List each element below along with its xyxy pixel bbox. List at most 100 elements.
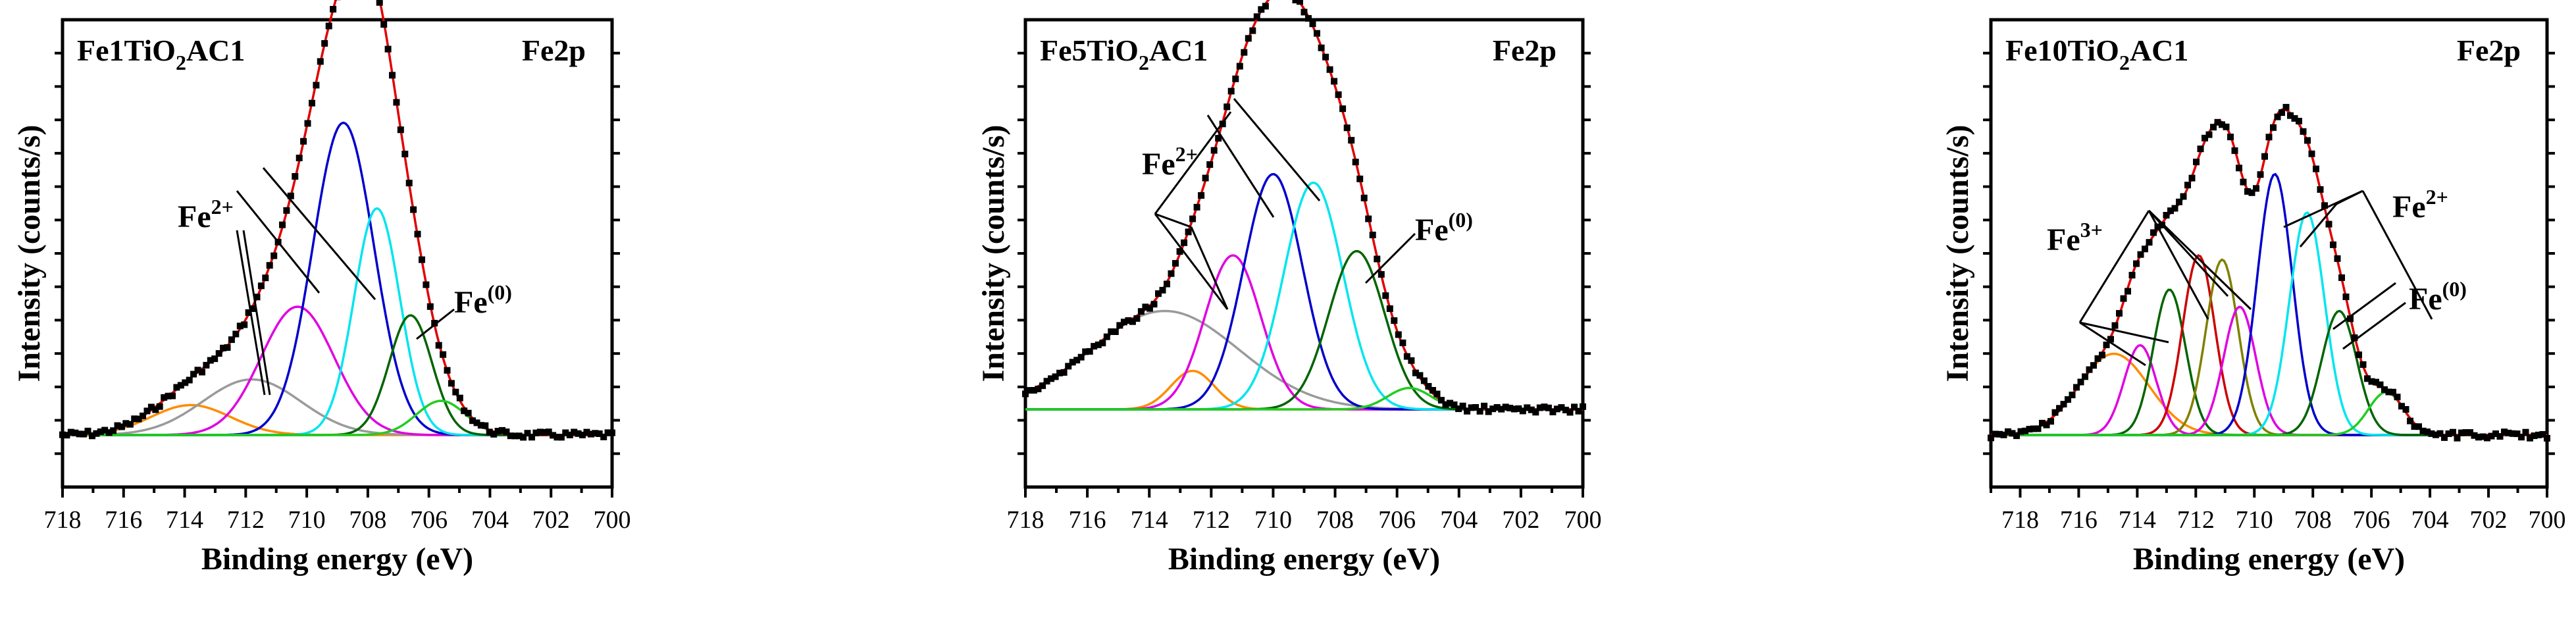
annotation-label: Fe(0) <box>2409 277 2467 317</box>
data-point <box>1360 194 1368 201</box>
data-point <box>1035 386 1042 392</box>
data-point <box>507 432 514 440</box>
data-point <box>562 429 569 436</box>
data-point <box>499 426 505 434</box>
data-point <box>72 429 79 436</box>
data-point <box>1099 340 1106 347</box>
data-point <box>1253 13 1260 20</box>
annotation-charge: 2+ <box>2426 185 2448 209</box>
data-point <box>2544 434 2550 442</box>
data-point <box>2009 430 2016 437</box>
data-point <box>1210 147 1218 154</box>
data-point <box>1545 404 1552 411</box>
data-point <box>161 394 168 401</box>
data-point <box>2244 188 2251 195</box>
data-point <box>1095 341 1102 348</box>
data-point <box>2291 115 2298 122</box>
title-main: Fe5TiO <box>1040 34 1139 67</box>
data-point <box>426 303 434 310</box>
data-point <box>1481 402 1488 409</box>
annotation-leader-line <box>242 230 271 396</box>
x-tick-label: 718 <box>44 506 82 534</box>
data-point <box>2013 432 2020 440</box>
data-point <box>452 388 459 396</box>
x-tick-label: 712 <box>227 506 265 534</box>
data-point <box>2034 425 2042 432</box>
data-point <box>2030 425 2037 432</box>
data-point <box>1116 322 1123 329</box>
data-point <box>1536 404 1543 411</box>
x-tick-label: 700 <box>1564 506 1602 534</box>
data-point <box>1112 328 1119 335</box>
data-point <box>1992 430 1999 438</box>
data-point <box>579 431 586 438</box>
data-point <box>2205 131 2213 138</box>
data-point <box>2535 431 2542 438</box>
annotation-ion: Fe <box>2047 222 2080 257</box>
data-point <box>84 427 91 434</box>
data-point <box>211 355 219 363</box>
x-tick-label: 704 <box>1440 506 1478 534</box>
data-point <box>1026 387 1033 394</box>
data-point <box>2065 396 2071 403</box>
data-point <box>2210 124 2217 131</box>
data-point <box>1365 215 1372 222</box>
data-point <box>2518 434 2525 441</box>
data-point <box>2373 378 2379 386</box>
data-point <box>1420 377 1428 384</box>
annotation-leader-line <box>1154 213 1229 310</box>
data-point <box>1566 409 1574 416</box>
region-label: Fe2p <box>2457 34 2521 67</box>
data-point <box>2462 429 2469 436</box>
data-point <box>2120 295 2127 302</box>
data-point <box>405 180 413 187</box>
data-point <box>118 423 125 430</box>
data-point <box>1137 308 1145 315</box>
data-point <box>2279 109 2285 116</box>
data-point <box>207 357 214 364</box>
data-point <box>2176 198 2182 205</box>
data-point <box>1202 174 1209 182</box>
annotation-leader-line <box>2078 210 2150 323</box>
data-point <box>477 422 484 429</box>
title-main: Fe1TiO <box>77 34 176 67</box>
data-point <box>2171 205 2178 212</box>
data-point <box>2180 193 2187 200</box>
data-point <box>1524 404 1531 411</box>
data-point <box>1476 407 1483 415</box>
data-point <box>2073 384 2080 391</box>
x-tick-label: 708 <box>2294 506 2332 534</box>
data-point <box>165 392 172 399</box>
data-point <box>2056 405 2063 412</box>
data-point <box>1343 124 1351 132</box>
data-point <box>2099 351 2105 359</box>
x-tick-label: 704 <box>2411 506 2449 534</box>
data-point <box>1185 228 1192 236</box>
data-point <box>122 420 130 427</box>
data-point <box>224 344 231 351</box>
data-point <box>465 409 472 417</box>
data-point <box>215 350 222 357</box>
data-point <box>1305 14 1312 22</box>
data-point <box>1571 403 1578 411</box>
annotation-leader-line <box>2148 209 2229 297</box>
data-point <box>2325 220 2332 228</box>
annotation-label: Fe(0) <box>1415 208 1473 247</box>
data-point <box>1249 27 1256 34</box>
data-point <box>2150 229 2157 236</box>
data-point <box>1391 317 1398 324</box>
chart-title: Fe5TiO2AC1 <box>1040 34 1208 74</box>
data-point <box>541 428 548 436</box>
data-point <box>1176 248 1183 255</box>
data-point <box>1386 305 1393 312</box>
data-point <box>2394 394 2401 401</box>
data-point <box>2184 182 2191 189</box>
data-point <box>397 126 404 134</box>
data-point <box>2142 245 2148 253</box>
title-tail: AC1 <box>186 34 245 67</box>
data-point <box>1168 270 1175 277</box>
annotation-leader-line <box>262 167 376 300</box>
data-point <box>228 336 235 344</box>
chart-panel-3: 718 716 714 712 710 708 706 704 702 700 Binding en… <box>1940 18 2566 577</box>
